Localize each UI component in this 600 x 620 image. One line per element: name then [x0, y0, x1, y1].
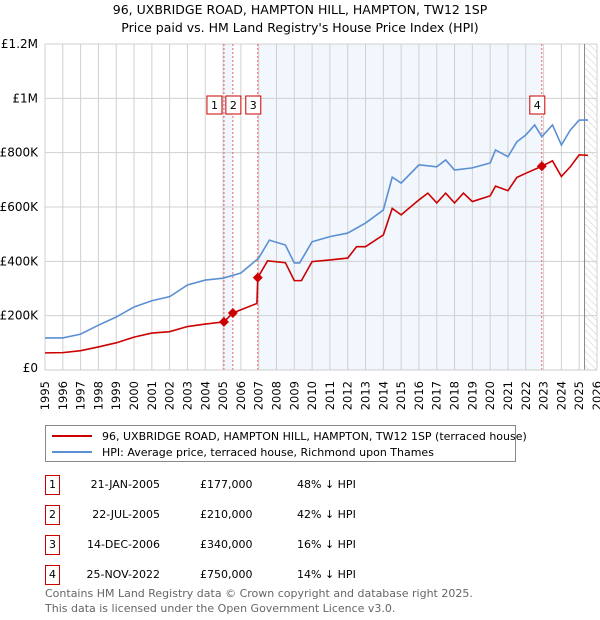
x-tick-label: 2016	[412, 381, 426, 410]
sale-label-box	[245, 95, 262, 115]
price-chart: 1995 1996 1997 1998 1999 2000 2001 2002 2003 2004…	[0, 37, 600, 410]
x-tick-label: 1996	[56, 381, 70, 410]
transaction-hpi-diff: 48% ↓ HPI	[297, 478, 356, 491]
x-tick-label: 2008	[269, 381, 283, 410]
x-tick-label: 2004	[198, 381, 212, 410]
transaction-row: 4 25-NOV-2022 £750,000 14% ↓ HPI	[45, 565, 445, 585]
y-tick-label: £800K	[0, 146, 39, 160]
x-tick-label: 2021	[501, 381, 515, 410]
x-tick-label: 2005	[216, 381, 230, 410]
x-tick-label: 1995	[38, 381, 52, 410]
x-tick-label: 2023	[537, 381, 551, 410]
hpi-line	[45, 119, 589, 339]
transaction-date: 25-NOV-2022	[86, 568, 160, 581]
legend-item-hpi: HPI: Average price, terraced house, Rich…	[52, 445, 434, 459]
x-tick-label: 2024	[554, 381, 568, 410]
sale-point	[536, 161, 547, 172]
legend: 96, UXBRIDGE ROAD, HAMPTON HILL, HAMPTON…	[45, 425, 527, 462]
transaction-number-badge: 2	[45, 505, 60, 525]
x-tick-label: 2002	[163, 381, 177, 410]
y-tick-label: £1.2M	[1, 37, 38, 51]
y-tick-label: £600K	[0, 200, 39, 214]
transaction-hpi-diff: 42% ↓ HPI	[297, 508, 356, 521]
sale-point	[218, 316, 229, 327]
transaction-date: 22-JUL-2005	[92, 508, 160, 521]
legend-item-property: 96, UXBRIDGE ROAD, HAMPTON HILL, HAMPTON…	[52, 429, 527, 443]
x-tick-label: 2007	[252, 381, 266, 410]
transaction-row: 1 21-JAN-2005 £177,000 48% ↓ HPI	[45, 475, 445, 495]
sale-label-box	[225, 95, 242, 115]
transaction-row: 3 14-DEC-2006 £340,000 16% ↓ HPI	[45, 535, 445, 555]
sale-label-box	[206, 95, 223, 115]
footer-copyright: Contains HM Land Registry data © Crown c…	[45, 587, 473, 600]
legend-label: 96, UXBRIDGE ROAD, HAMPTON HILL, HAMPTON…	[102, 429, 527, 443]
transaction-price: £750,000	[200, 568, 253, 581]
y-tick-label: £200K	[0, 309, 39, 323]
transaction-price: £340,000	[200, 538, 253, 551]
y-tick-label: £0	[23, 361, 38, 375]
x-tick-label: 2006	[234, 381, 248, 410]
legend-swatch-blue	[52, 451, 92, 453]
x-tick-label: 2010	[305, 381, 319, 410]
transaction-price: £177,000	[200, 478, 253, 491]
x-tick-label: 2026	[590, 381, 600, 410]
legend-label: HPI: Average price, terraced house, Rich…	[102, 445, 434, 459]
transaction-number-badge: 3	[45, 535, 60, 555]
transaction-number-badge: 1	[45, 475, 60, 495]
price-paid-line	[44, 154, 589, 354]
footer-licence: This data is licensed under the Open Gov…	[45, 602, 396, 615]
transaction-hpi-diff: 14% ↓ HPI	[297, 568, 356, 581]
transaction-number-badge: 4	[45, 565, 60, 585]
transaction-row: 2 22-JUL-2005 £210,000 42% ↓ HPI	[45, 505, 445, 525]
transaction-price: £210,000	[200, 508, 253, 521]
x-tick-label: 2020	[483, 381, 497, 410]
sale-label-box	[529, 95, 546, 115]
y-tick-label: £1M	[12, 91, 38, 105]
sale-label: 1	[211, 99, 218, 112]
x-tick-label: 2013	[359, 381, 373, 410]
x-tick-label: 2011	[323, 381, 337, 410]
x-tick-label: 2019	[465, 381, 479, 410]
sale-point	[227, 307, 238, 318]
x-tick-label: 1997	[74, 381, 88, 410]
sale-point	[252, 272, 263, 283]
x-tick-label: 2022	[519, 381, 533, 410]
transaction-date: 21-JAN-2005	[90, 478, 160, 491]
x-tick-label: 2018	[448, 381, 462, 410]
x-tick-label: 2009	[287, 381, 301, 410]
x-tick-label: 2001	[145, 381, 159, 410]
legend-swatch-red	[52, 435, 92, 437]
x-tick-label: 2012	[341, 381, 355, 410]
x-tick-label: 2014	[376, 381, 390, 410]
y-tick-label: £400K	[0, 254, 39, 268]
x-tick-label: 1999	[109, 381, 123, 410]
sale-label: 3	[250, 99, 257, 112]
chart-subtitle: Price paid vs. HM Land Registry's House …	[121, 20, 479, 35]
x-tick-label: 2003	[180, 381, 194, 410]
x-tick-label: 2000	[127, 381, 141, 410]
sale-label: 4	[534, 99, 541, 112]
x-tick-label: 2025	[572, 381, 586, 410]
x-tick-label: 1998	[91, 381, 105, 410]
sale-label: 2	[230, 99, 237, 112]
x-tick-label: 2017	[430, 381, 444, 410]
transaction-hpi-diff: 16% ↓ HPI	[297, 538, 356, 551]
transaction-date: 14-DEC-2006	[86, 538, 160, 551]
chart-title: 96, UXBRIDGE ROAD, HAMPTON HILL, HAMPTON…	[112, 2, 488, 17]
x-tick-label: 2015	[394, 381, 408, 410]
